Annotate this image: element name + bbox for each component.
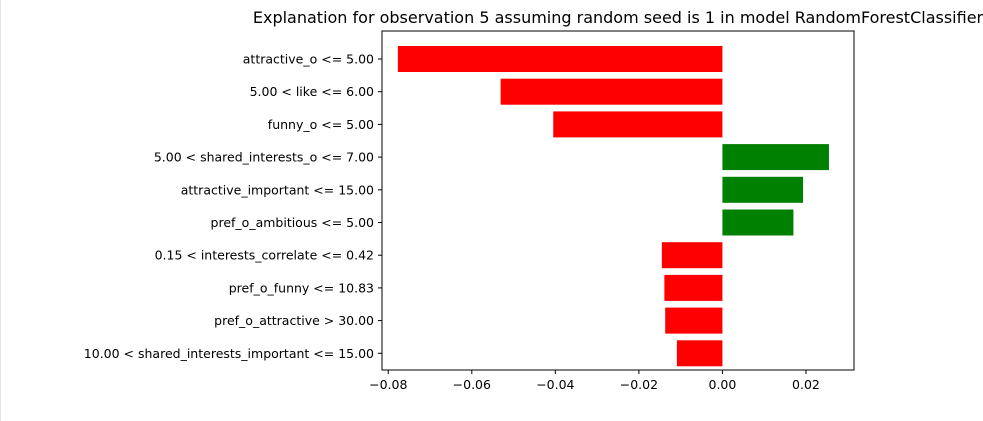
x-tick-label: −0.06	[453, 377, 491, 392]
bar-2	[500, 78, 723, 105]
x-tick-label: −0.08	[369, 377, 407, 392]
bar-4	[722, 144, 829, 171]
bar-6	[722, 209, 794, 236]
bar-8	[664, 274, 723, 301]
y-tick-label: funny_o <= 5.00	[268, 117, 374, 132]
y-tick-label: 10.00 < shared_interests_important <= 15…	[84, 346, 374, 361]
y-tick-label: pref_o_attractive > 30.00	[214, 313, 374, 328]
x-tick-label: −0.04	[536, 377, 574, 392]
y-tick-label: 5.00 < like <= 6.00	[250, 84, 374, 99]
axes-frame	[381, 30, 855, 371]
y-tick-label: attractive_important <= 15.00	[181, 182, 374, 197]
y-tick-label: 0.15 < interests_correlate <= 0.42	[155, 248, 374, 263]
bars-group	[397, 46, 829, 367]
y-tick-label: 5.00 < shared_interests_o <= 7.00	[154, 150, 374, 165]
bar-3	[553, 111, 723, 138]
bar-1	[397, 46, 723, 72]
x-ticks: −0.08 −0.06 −0.04 −0.02 0.00 0.02	[369, 370, 820, 392]
y-tick-label: attractive_o <= 5.00	[243, 52, 374, 67]
y-tick-label: pref_o_ambitious <= 5.00	[211, 215, 375, 230]
bar-5	[722, 176, 804, 203]
bar-10	[676, 340, 723, 367]
x-tick-label: 0.02	[792, 377, 820, 392]
bar-7	[661, 242, 723, 269]
bar-9	[665, 307, 723, 334]
chart-title: Explanation for observation 5 assuming r…	[253, 8, 983, 27]
x-tick-label: 0.00	[709, 377, 737, 392]
y-tick-label: pref_o_funny <= 10.83	[229, 280, 374, 295]
y-tick-labels: attractive_o <= 5.00 5.00 < like <= 6.00 f…	[84, 52, 382, 361]
x-tick-label: −0.02	[620, 377, 658, 392]
